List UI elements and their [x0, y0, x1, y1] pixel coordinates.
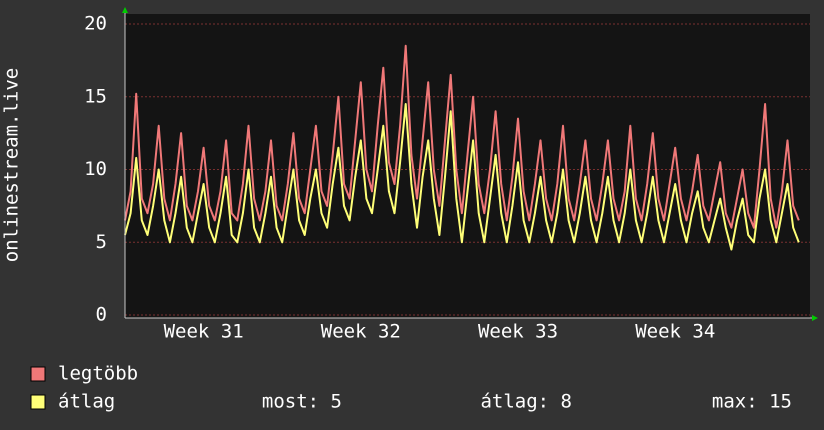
- y-tick-label: 15: [84, 85, 107, 107]
- axis-arrow: [812, 315, 818, 321]
- legend-label: legtöbb: [58, 363, 138, 385]
- x-tick-label: Week 34: [635, 321, 715, 343]
- plot: [124, 23, 810, 316]
- stat-label: max: 15: [712, 391, 792, 413]
- y-axis-label: onlinestream.live: [1, 68, 23, 262]
- series-line: [124, 103, 800, 251]
- series-line: [124, 44, 800, 229]
- y-tick-label: 20: [84, 13, 107, 35]
- legend: legtöbb átlag most: 5 átlag: 8 max: 15: [30, 363, 792, 413]
- y-tick-label: 10: [84, 158, 107, 180]
- axis-arrow: [122, 7, 128, 13]
- x-tick-label: Week 32: [321, 321, 401, 343]
- legend-swatch: [30, 394, 46, 410]
- x-tick-label: Week 31: [164, 321, 244, 343]
- x-tick-label: Week 33: [478, 321, 558, 343]
- y-tick-label: 0: [96, 304, 107, 326]
- legend-swatch: [30, 366, 46, 382]
- legend-label: átlag: [58, 391, 115, 413]
- stat-label: most: 5: [262, 391, 342, 413]
- y-tick-label: 5: [96, 231, 107, 253]
- stat-label: átlag: 8: [480, 391, 572, 413]
